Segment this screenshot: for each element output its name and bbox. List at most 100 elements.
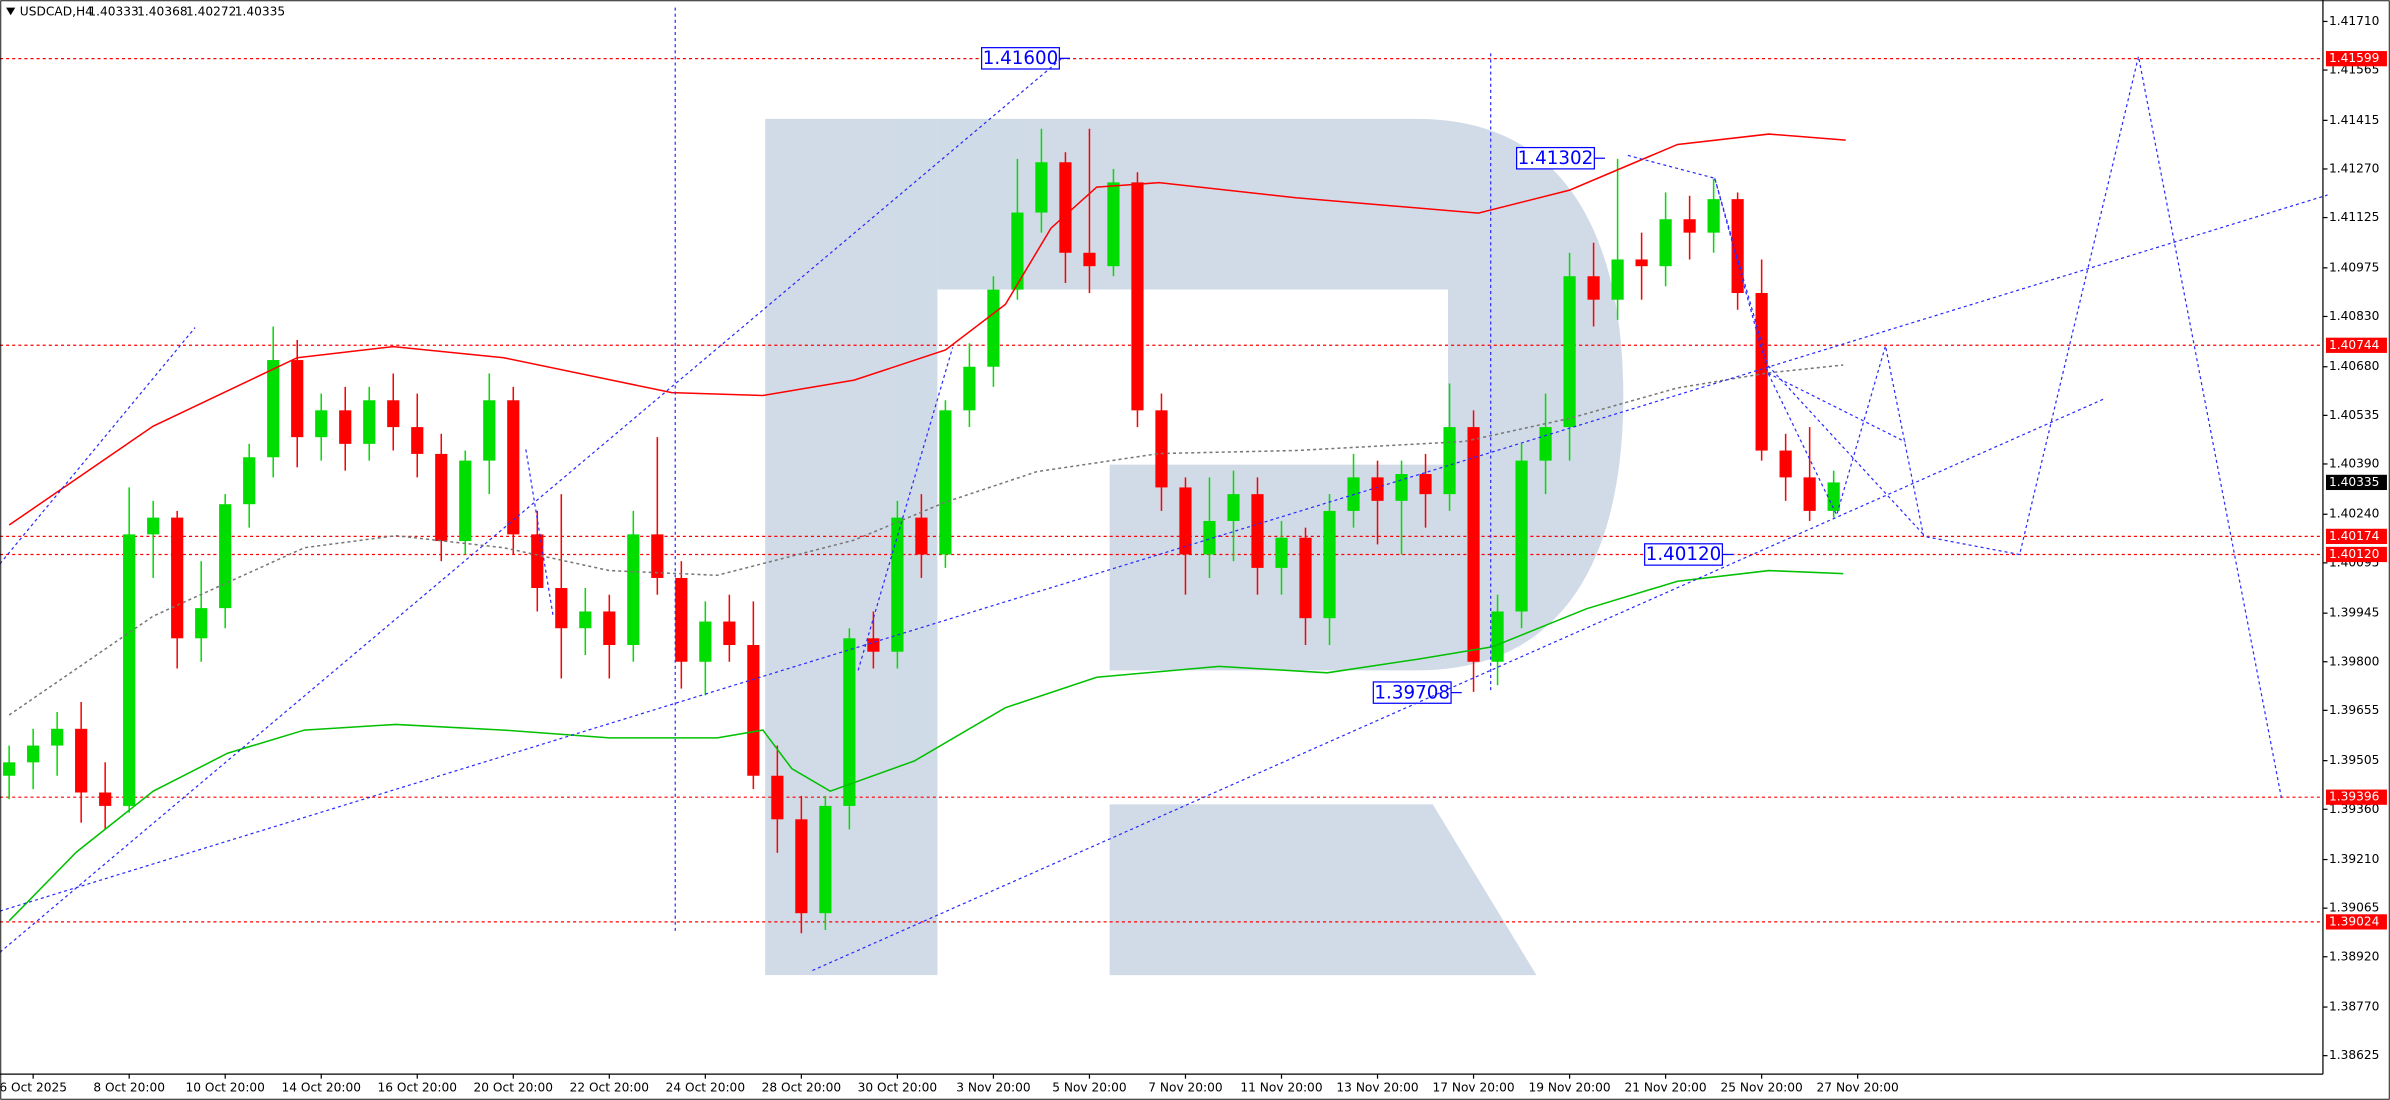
x-tick-label: 14 Oct 20:00	[281, 1080, 360, 1094]
annotation-label: 1.41600	[983, 48, 1059, 69]
trend-line	[857, 347, 954, 671]
y-tick-label: 1.40240	[2329, 507, 2379, 521]
x-tick-label: 17 Nov 20:00	[1432, 1080, 1514, 1094]
candle-body	[3, 762, 16, 776]
moving-average	[8, 133, 1846, 526]
candle-body	[1179, 487, 1192, 555]
candle-body	[699, 621, 712, 662]
candle-body	[1059, 162, 1072, 253]
candle-body	[723, 621, 736, 645]
header-ohlc: 1.40272	[186, 5, 236, 19]
level-tag	[2325, 51, 2387, 67]
x-tick-label: 10 Oct 20:00	[185, 1080, 264, 1094]
last-price-tag	[2325, 474, 2387, 491]
forecast-path	[1767, 372, 1906, 443]
candle-body	[27, 745, 40, 763]
forecast-path	[1714, 178, 1926, 537]
candle-body	[1707, 199, 1720, 233]
y-tick-label: 1.38770	[2329, 1000, 2379, 1014]
candle-body	[1731, 199, 1744, 293]
x-tick-label: 27 Nov 20:00	[1817, 1080, 1899, 1094]
candle-body	[1275, 537, 1288, 568]
candle-body	[267, 360, 280, 458]
candle-body	[51, 728, 64, 746]
x-tick-label: 25 Nov 20:00	[1721, 1080, 1803, 1094]
x-tick-label: 6 Oct 2025	[0, 1080, 67, 1094]
candle-body	[1203, 520, 1216, 555]
level-tag	[2325, 528, 2387, 544]
x-tick-label: 16 Oct 20:00	[378, 1080, 457, 1094]
candle-body	[339, 410, 352, 444]
candle-body	[1611, 259, 1624, 300]
y-tick-label: 1.39800	[2329, 654, 2379, 668]
candle-body	[1467, 427, 1480, 662]
y-tick-label: 1.38625	[2329, 1048, 2379, 1062]
level-tag	[2325, 337, 2387, 353]
candle-body	[843, 638, 856, 806]
candle-body	[411, 427, 424, 454]
y-tick-label: 1.41415	[2329, 113, 2379, 127]
header: USDCAD,H4	[6, 5, 93, 19]
candle-body	[387, 400, 400, 428]
moving-average	[8, 569, 1844, 922]
candle-body	[1035, 162, 1048, 213]
candle-body	[1371, 477, 1384, 501]
candle-body	[123, 534, 136, 806]
y-tick-label: 1.41710	[2329, 14, 2379, 28]
candle-body	[867, 638, 880, 652]
candle-body	[507, 400, 520, 535]
candle-body	[291, 360, 304, 438]
plot-area: 1.41600 1.41302 1.40120 1.39708	[0, 47, 2323, 934]
candle-body	[1803, 477, 1816, 511]
y-tick-label: 1.41270	[2329, 161, 2379, 175]
x-tick-label: 5 Nov 20:00	[1052, 1080, 1126, 1094]
header-ohlc: 1.40335	[235, 5, 285, 19]
level-label: 1.40744	[2329, 338, 2380, 352]
candle-body	[459, 460, 472, 542]
x-tick-label: 11 Nov 20:00	[1240, 1080, 1322, 1094]
candle-body	[1755, 292, 1768, 451]
candle-body	[1779, 450, 1792, 478]
x-tick-label: 20 Oct 20:00	[474, 1080, 553, 1094]
candle-body	[915, 517, 928, 555]
header-ohlc: 1.40368	[137, 5, 187, 19]
header-icon	[6, 7, 16, 16]
symbol-title: USDCAD,H4	[20, 5, 93, 19]
x-tick-label: 28 Oct 20:00	[762, 1080, 841, 1094]
last-price-label: 1.40335	[2329, 475, 2379, 489]
candle-body	[1083, 252, 1096, 267]
y-tick-label: 1.40390	[2329, 456, 2379, 470]
candle-body	[243, 457, 256, 505]
candle-body	[1323, 510, 1336, 619]
x-tick-label: 3 Nov 20:00	[956, 1080, 1030, 1094]
candle-body	[987, 289, 1000, 367]
candle-body	[603, 611, 616, 645]
trend-line	[525, 449, 554, 618]
x-tick-label: 19 Nov 20:00	[1528, 1080, 1610, 1094]
candle-body	[1443, 427, 1456, 495]
candle-body	[555, 588, 568, 629]
y-tick-label: 1.39945	[2329, 606, 2379, 620]
level-label: 1.40120	[2329, 547, 2379, 561]
x-tick-label: 24 Oct 20:00	[666, 1080, 745, 1094]
candle-body	[1251, 494, 1264, 568]
candle-body	[891, 517, 904, 652]
level-tag	[2325, 789, 2387, 805]
candle-body	[1587, 276, 1600, 300]
candle-body	[1515, 460, 1528, 612]
trend-line	[0, 327, 196, 565]
candle-body	[1419, 474, 1432, 495]
candle-body	[147, 517, 160, 535]
x-tick-label: 22 Oct 20:00	[570, 1080, 649, 1094]
y-tick-label: 1.39065	[2329, 901, 2379, 915]
level-tag	[2325, 546, 2387, 563]
candle-body	[939, 410, 952, 555]
y-tick-label: 1.38920	[2329, 949, 2379, 963]
candle-body	[1659, 219, 1672, 267]
candle-body	[195, 608, 208, 639]
x-tick-label: 30 Oct 20:00	[858, 1080, 937, 1094]
